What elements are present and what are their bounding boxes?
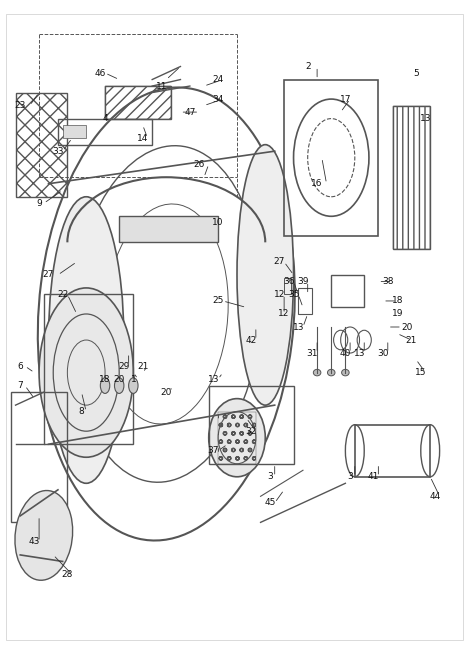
Text: 33: 33 [52,146,64,156]
Text: 20: 20 [113,375,125,384]
Text: 20: 20 [161,388,172,396]
Bar [209,386,293,464]
Text: 25: 25 [212,296,224,305]
Text: 13: 13 [354,349,365,358]
Text: 30: 30 [377,349,389,358]
Bar [284,80,378,236]
Bar [392,105,430,249]
Text: 13: 13 [292,322,304,332]
Text: 37: 37 [208,446,219,455]
Text: 40: 40 [340,349,351,358]
Text: 20: 20 [401,322,412,332]
Bar [105,86,171,118]
Text: 38: 38 [382,277,393,286]
Text: 13: 13 [208,375,219,384]
Text: 46: 46 [95,69,106,78]
Text: 24: 24 [212,75,224,84]
Text: 47: 47 [184,108,196,116]
Text: 5: 5 [413,69,419,78]
Text: 43: 43 [29,538,40,546]
Text: 1: 1 [130,375,136,384]
Text: 21: 21 [406,336,417,345]
Text: 13: 13 [420,114,431,123]
Text: 23: 23 [15,101,26,110]
Text: 32: 32 [246,426,257,436]
Text: 27: 27 [43,270,54,279]
Bar [63,125,86,138]
Text: 26: 26 [193,160,205,169]
Text: 17: 17 [340,95,351,103]
Text: 39: 39 [297,277,309,286]
Bar [392,105,430,249]
Text: 10: 10 [212,218,224,228]
Text: 18: 18 [100,375,111,384]
Text: 35: 35 [288,290,299,299]
Ellipse shape [342,370,349,376]
Text: 34: 34 [212,95,224,103]
Text: 18: 18 [392,296,403,305]
Ellipse shape [39,288,133,457]
Bar [58,118,152,145]
Bar [119,216,218,243]
Text: 12: 12 [273,290,285,299]
Ellipse shape [48,197,124,483]
Text: 19: 19 [392,309,403,318]
Text: 44: 44 [429,492,440,501]
Text: 36: 36 [283,277,294,286]
Bar [44,294,133,444]
Bar [284,278,291,294]
Text: 29: 29 [118,362,129,371]
Text: 7: 7 [18,381,23,390]
Text: 28: 28 [62,570,73,579]
Ellipse shape [237,145,293,405]
Ellipse shape [115,378,124,394]
Text: 21: 21 [137,362,148,371]
Ellipse shape [100,378,110,394]
Text: 45: 45 [264,498,276,508]
Bar [16,93,67,197]
Text: 11: 11 [156,82,167,90]
Text: 3: 3 [267,472,273,481]
Ellipse shape [328,370,335,376]
Text: 41: 41 [368,472,379,481]
Text: 14: 14 [137,133,148,143]
Text: 9: 9 [36,199,42,208]
Text: 27: 27 [273,258,285,266]
Text: 6: 6 [18,362,23,371]
Bar [298,288,312,314]
Ellipse shape [313,370,321,376]
Text: 3: 3 [347,472,353,481]
Text: 8: 8 [79,407,84,416]
Bar [331,275,364,307]
Ellipse shape [128,378,138,394]
Text: 31: 31 [307,349,318,358]
Ellipse shape [209,399,265,477]
Text: 42: 42 [246,336,257,345]
Text: 2: 2 [305,62,310,71]
Bar [105,86,171,118]
Text: 22: 22 [57,290,68,299]
Bar [218,411,256,464]
Text: 16: 16 [311,179,323,188]
Bar [355,424,430,477]
Bar [16,93,67,197]
Text: 4: 4 [102,114,108,123]
Ellipse shape [15,490,73,580]
Text: 15: 15 [415,368,427,377]
Text: 12: 12 [278,309,290,318]
Bar [11,392,67,523]
